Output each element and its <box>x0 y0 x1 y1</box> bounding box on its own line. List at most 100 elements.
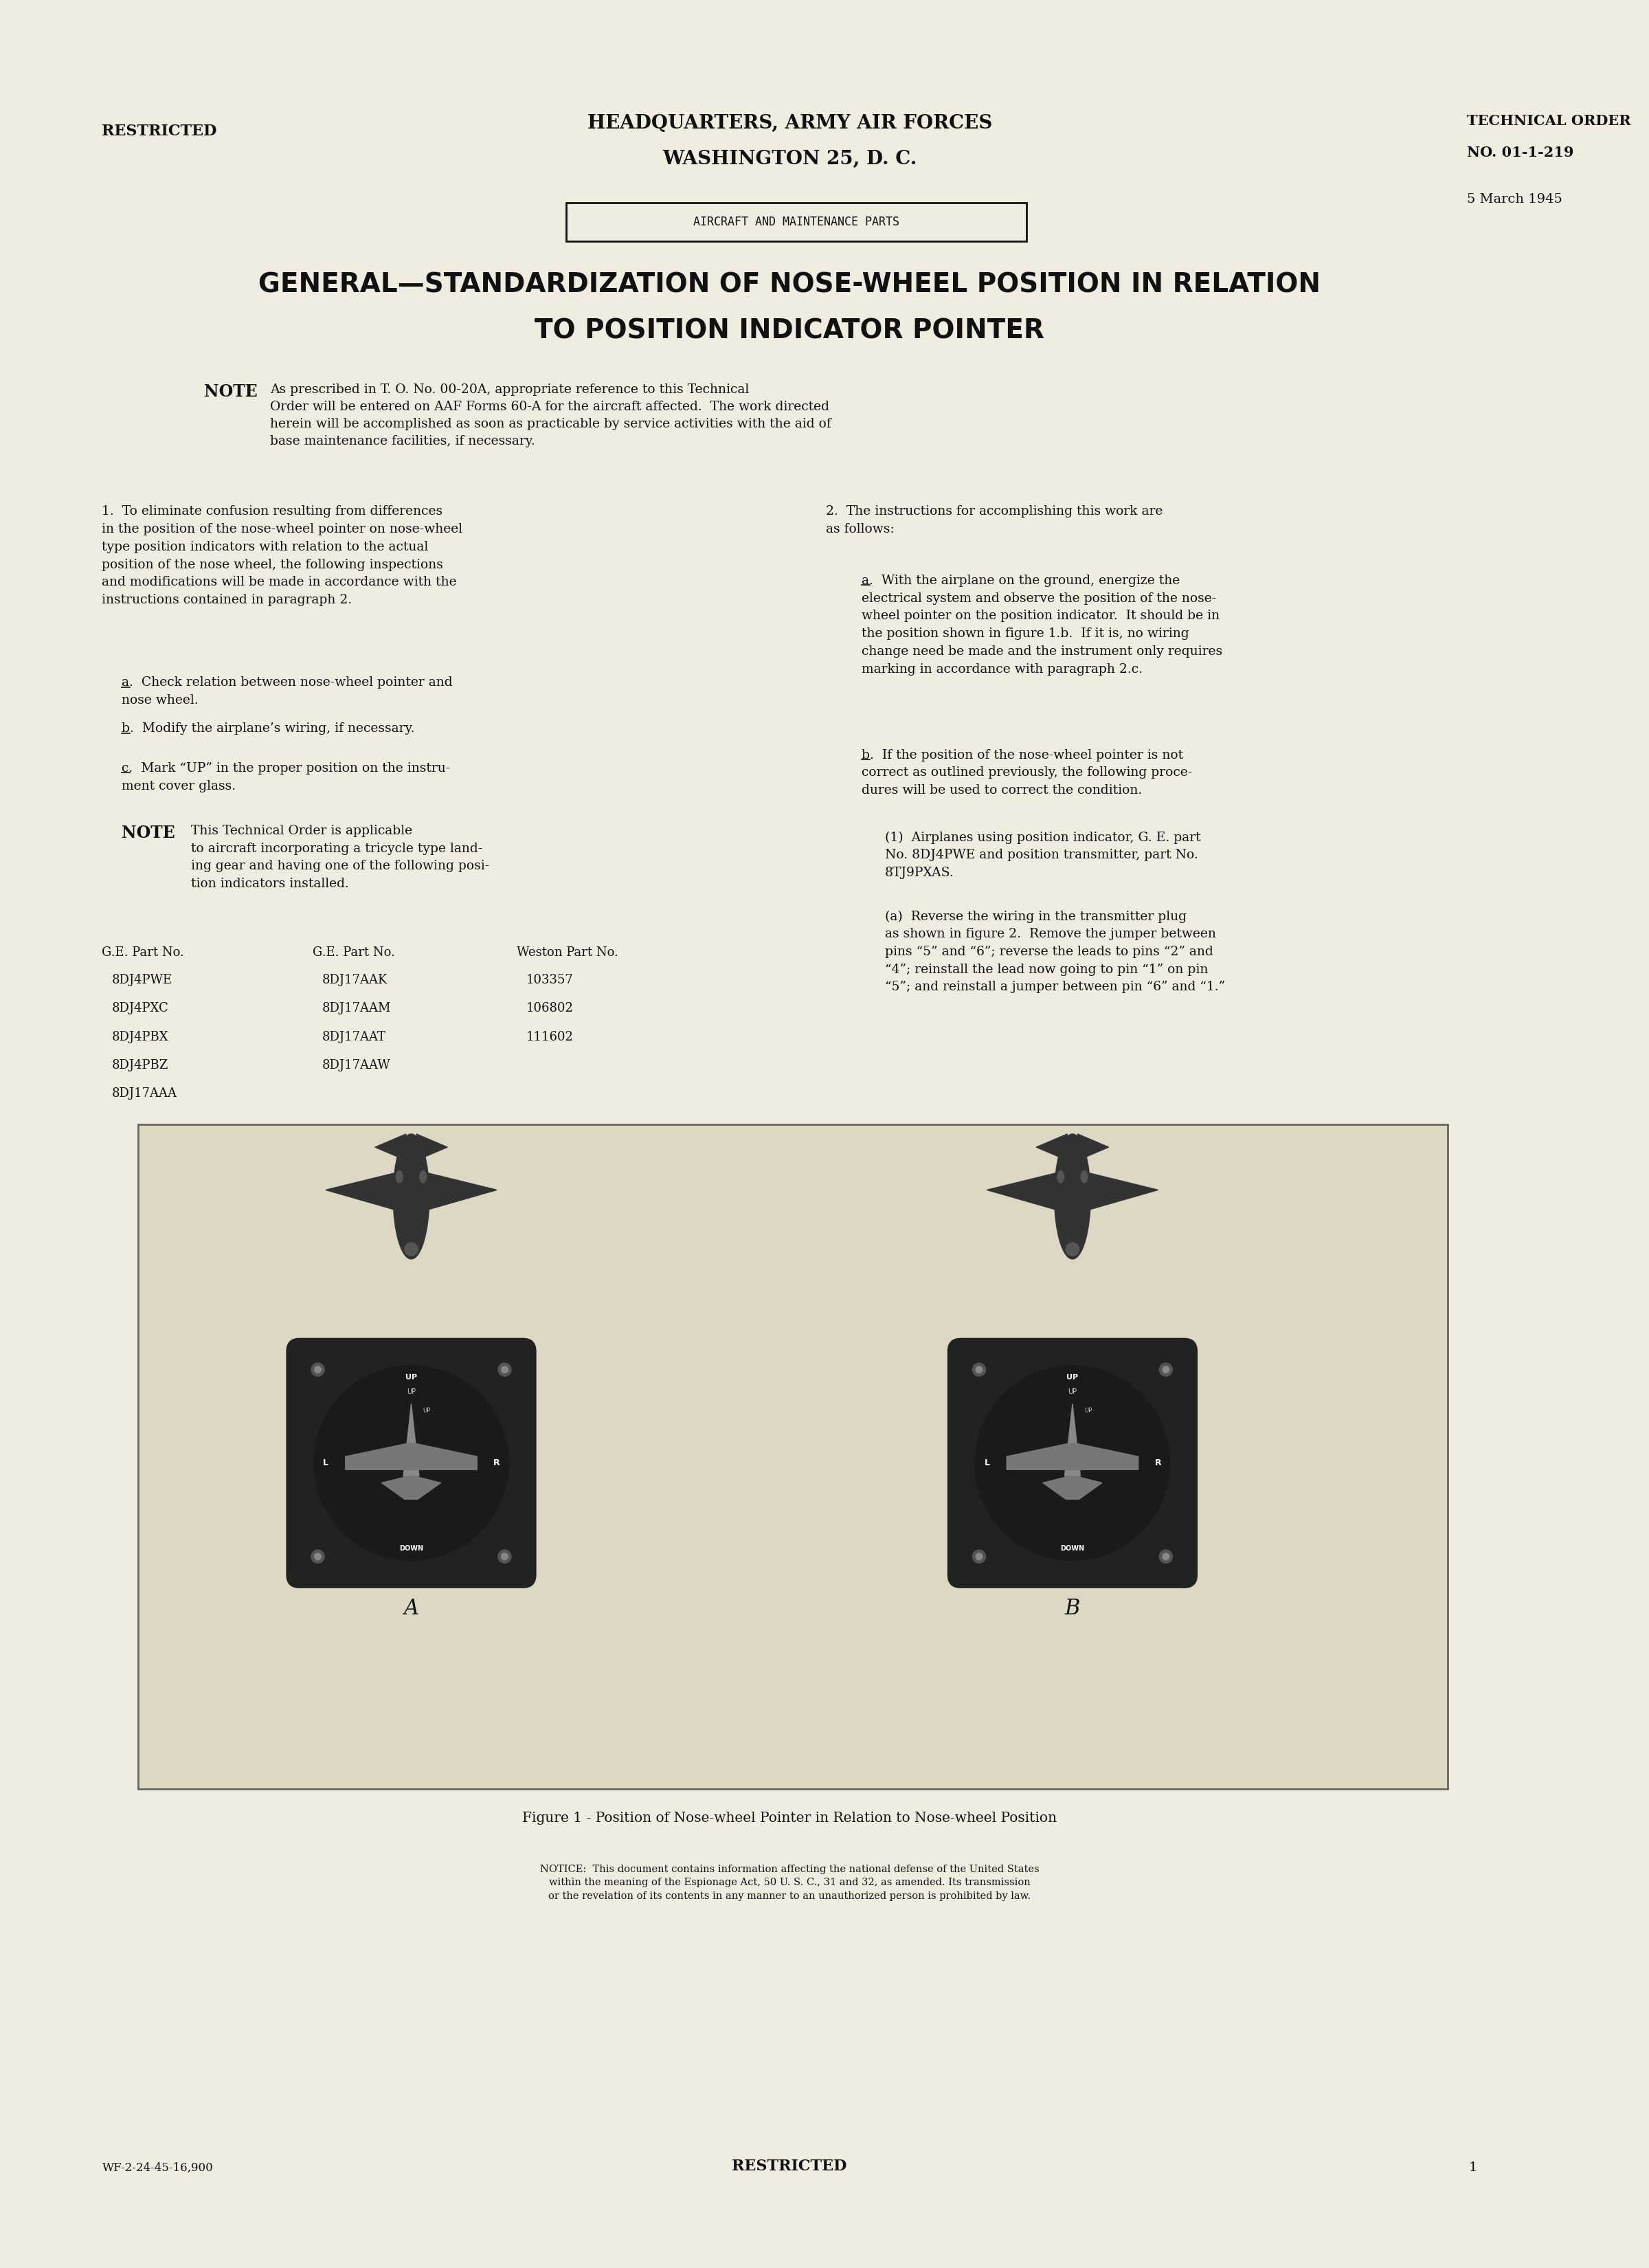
Text: This Technical Order is applicable
to aircraft incorporating a tricycle type lan: This Technical Order is applicable to ai… <box>191 826 490 889</box>
Text: a.  With the airplane on the ground, energize the
electrical system and observe : a. With the airplane on the ground, ener… <box>862 574 1224 676</box>
Text: UP: UP <box>1067 1374 1078 1381</box>
Text: R: R <box>1154 1458 1161 1467</box>
Text: As prescribed in T. O. No. 00-20A, appropriate reference to this Technical
Order: As prescribed in T. O. No. 00-20A, appro… <box>270 383 831 447</box>
Text: 8DJ4PBX: 8DJ4PBX <box>112 1030 168 1043</box>
Text: RESTRICTED: RESTRICTED <box>732 2159 848 2173</box>
Text: NOTE: NOTE <box>204 383 257 399</box>
Polygon shape <box>374 1134 406 1161</box>
Text: 8DJ17AAK: 8DJ17AAK <box>323 973 388 987</box>
Text: WASHINGTON 25, D. C.: WASHINGTON 25, D. C. <box>663 150 917 168</box>
Text: L: L <box>984 1458 989 1467</box>
Text: Weston Part No.: Weston Part No. <box>516 946 618 959</box>
Text: AIRCRAFT AND MAINTENANCE PARTS: AIRCRAFT AND MAINTENANCE PARTS <box>693 215 899 229</box>
Circle shape <box>973 1549 986 1563</box>
Text: UP: UP <box>1085 1408 1092 1413</box>
Text: DOWN: DOWN <box>1060 1545 1085 1551</box>
Text: b.  Modify the airplane’s wiring, if necessary.: b. Modify the airplane’s wiring, if nece… <box>122 723 416 735</box>
Text: b.  If the position of the nose-wheel pointer is not
correct as outlined previou: b. If the position of the nose-wheel poi… <box>862 748 1192 796</box>
Circle shape <box>315 1554 322 1560</box>
Circle shape <box>973 1363 986 1377</box>
Text: NOTE: NOTE <box>122 826 175 841</box>
Text: GENERAL—STANDARDIZATION OF NOSE-WHEEL POSITION IN RELATION: GENERAL—STANDARDIZATION OF NOSE-WHEEL PO… <box>259 272 1321 297</box>
FancyBboxPatch shape <box>287 1340 534 1588</box>
Circle shape <box>312 1363 325 1377</box>
Circle shape <box>315 1365 322 1372</box>
Polygon shape <box>1065 1404 1080 1476</box>
Ellipse shape <box>1082 1170 1088 1182</box>
Circle shape <box>976 1365 983 1372</box>
Text: 8DJ4PWE: 8DJ4PWE <box>112 973 173 987</box>
Text: 8DJ4PXC: 8DJ4PXC <box>112 1002 168 1014</box>
Text: RESTRICTED: RESTRICTED <box>102 125 218 138</box>
Text: 1: 1 <box>1469 2161 1478 2173</box>
FancyBboxPatch shape <box>948 1340 1196 1588</box>
Polygon shape <box>988 1170 1067 1213</box>
Circle shape <box>404 1243 417 1256</box>
Text: Figure 1 - Position of Nose-wheel Pointer in Relation to Nose-wheel Position: Figure 1 - Position of Nose-wheel Pointe… <box>523 1812 1057 1826</box>
Circle shape <box>312 1549 325 1563</box>
Text: 1.  To eliminate confusion resulting from differences
in the position of the nos: 1. To eliminate confusion resulting from… <box>102 506 463 606</box>
Polygon shape <box>417 1170 496 1213</box>
Circle shape <box>1159 1363 1172 1377</box>
Ellipse shape <box>392 1134 429 1259</box>
Text: G.E. Part No.: G.E. Part No. <box>313 946 394 959</box>
Polygon shape <box>417 1134 447 1161</box>
Ellipse shape <box>1057 1170 1064 1182</box>
Text: G.E. Part No.: G.E. Part No. <box>102 946 185 959</box>
Text: 5 March 1945: 5 March 1945 <box>1468 193 1563 204</box>
Circle shape <box>501 1554 508 1560</box>
Text: 8DJ17AAM: 8DJ17AAM <box>323 1002 391 1014</box>
Text: 8DJ4PBZ: 8DJ4PBZ <box>112 1059 168 1070</box>
Text: NO. 01-1-219: NO. 01-1-219 <box>1468 145 1575 159</box>
Text: 8DJ17AAT: 8DJ17AAT <box>323 1030 386 1043</box>
Circle shape <box>498 1363 511 1377</box>
Text: UP: UP <box>424 1408 430 1413</box>
Circle shape <box>1159 1549 1172 1563</box>
Polygon shape <box>345 1442 477 1470</box>
Text: NOTICE:  This document contains information affecting the national defense of th: NOTICE: This document contains informati… <box>539 1864 1039 1901</box>
Text: a.  Check relation between nose-wheel pointer and
nose wheel.: a. Check relation between nose-wheel poi… <box>122 676 452 708</box>
Text: HEADQUARTERS, ARMY AIR FORCES: HEADQUARTERS, ARMY AIR FORCES <box>587 113 993 132</box>
Text: B: B <box>1065 1599 1080 1619</box>
Text: c.  Mark “UP” in the proper position on the instru-
ment cover glass.: c. Mark “UP” in the proper position on t… <box>122 762 450 792</box>
Text: TO POSITION INDICATOR POINTER: TO POSITION INDICATOR POINTER <box>534 318 1044 345</box>
Text: UP: UP <box>407 1388 416 1395</box>
Text: 103357: 103357 <box>526 973 574 987</box>
Text: UP: UP <box>1069 1388 1077 1395</box>
Text: L: L <box>323 1458 328 1467</box>
Text: 106802: 106802 <box>526 1002 574 1014</box>
Text: R: R <box>493 1458 500 1467</box>
Polygon shape <box>381 1476 440 1499</box>
Ellipse shape <box>396 1170 402 1182</box>
Text: TECHNICAL ORDER: TECHNICAL ORDER <box>1468 113 1631 127</box>
Ellipse shape <box>1054 1134 1090 1259</box>
Text: 111602: 111602 <box>526 1030 574 1043</box>
Polygon shape <box>1006 1442 1138 1470</box>
Polygon shape <box>1078 1134 1108 1161</box>
Text: UP: UP <box>406 1374 417 1381</box>
Text: (1)  Airplanes using position indicator, G. E. part
No. 8DJ4PWE and position tra: (1) Airplanes using position indicator, … <box>886 832 1200 880</box>
Circle shape <box>1163 1554 1169 1560</box>
Polygon shape <box>1078 1170 1158 1213</box>
Text: (a)  Reverse the wiring in the transmitter plug
as shown in figure 2.  Remove th: (a) Reverse the wiring in the transmitte… <box>886 909 1225 993</box>
Polygon shape <box>404 1404 419 1476</box>
Bar <box>566 202 1026 240</box>
Circle shape <box>1065 1243 1078 1256</box>
Text: 8DJ17AAA: 8DJ17AAA <box>112 1086 176 1100</box>
Text: 8DJ17AAW: 8DJ17AAW <box>323 1059 391 1070</box>
Circle shape <box>1163 1365 1169 1372</box>
Text: A: A <box>404 1599 419 1619</box>
Polygon shape <box>1036 1134 1067 1161</box>
Text: DOWN: DOWN <box>399 1545 424 1551</box>
Circle shape <box>313 1365 508 1560</box>
Text: WF-2-24-45-16,900: WF-2-24-45-16,900 <box>102 2161 213 2173</box>
Text: 2.  The instructions for accomplishing this work are
as follows:: 2. The instructions for accomplishing th… <box>826 506 1163 535</box>
Ellipse shape <box>420 1170 427 1182</box>
Bar <box>139 1125 1448 1789</box>
Circle shape <box>498 1549 511 1563</box>
Polygon shape <box>327 1170 406 1213</box>
Polygon shape <box>1042 1476 1102 1499</box>
Circle shape <box>976 1554 983 1560</box>
Circle shape <box>501 1365 508 1372</box>
Circle shape <box>975 1365 1169 1560</box>
